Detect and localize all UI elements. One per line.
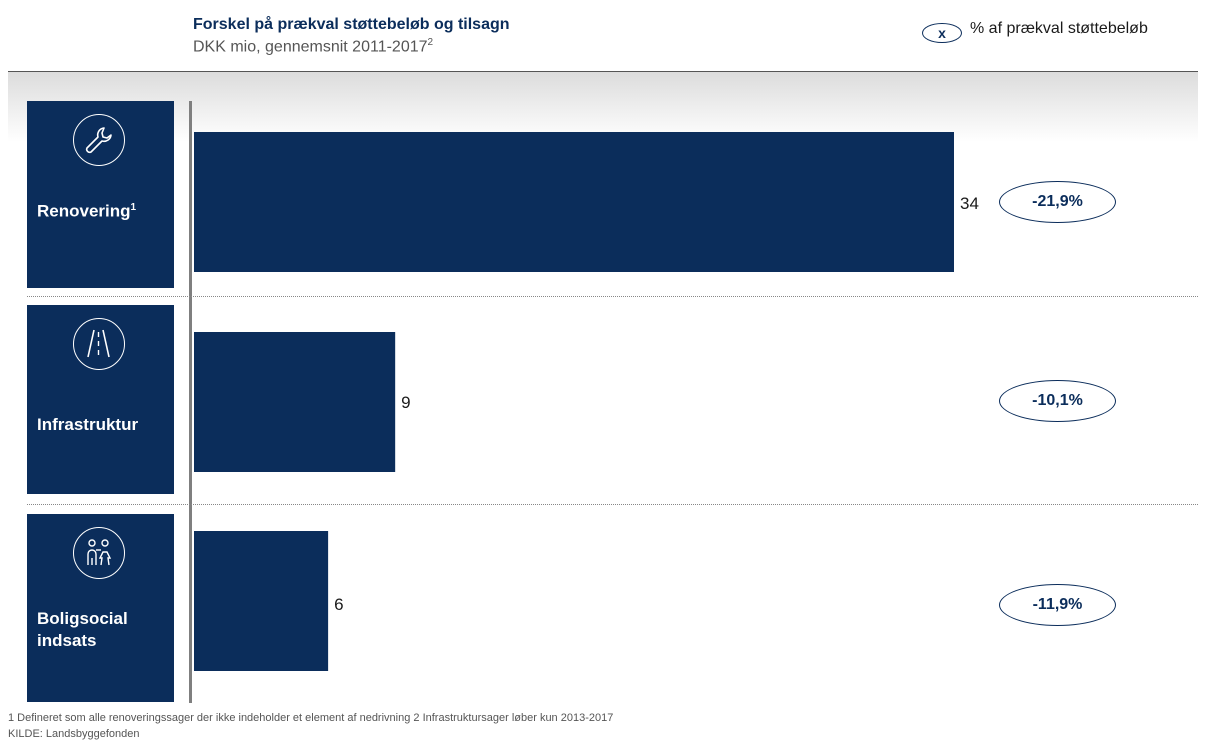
category-label-boligsocial: Boligsocial indsats xyxy=(37,609,128,650)
legend-text: % af prækval støttebeløb xyxy=(970,20,1148,37)
bar-infrastruktur xyxy=(194,332,396,472)
row-separator xyxy=(27,296,1198,297)
people-icon xyxy=(73,527,125,579)
footnote: 1 Defineret som alle renoveringssager de… xyxy=(8,712,614,724)
bar-value-label: 6 xyxy=(334,595,343,614)
bar-value-label: 34 xyxy=(960,194,979,213)
legend-marker: x xyxy=(922,23,962,43)
category-footnote-ref: 1 xyxy=(130,202,137,213)
percent-oval-renovering: -21,9% xyxy=(999,181,1116,223)
wrench-icon-graphic xyxy=(85,127,112,154)
wrench-icon xyxy=(73,114,125,166)
percent-oval-infrastruktur: -10,1% xyxy=(999,380,1116,422)
chart-title: Forskel på prækval støttebeløb og tilsag… xyxy=(193,16,510,33)
row-separator xyxy=(27,504,1198,505)
category-box-infrastruktur: Infrastruktur xyxy=(27,305,174,494)
category-label-renovering: Renovering1 xyxy=(37,197,136,223)
bar-value-label: 9 xyxy=(401,393,410,412)
road-icon-graphic xyxy=(87,329,110,358)
category-box-boligsocial: Boligsocial indsats xyxy=(27,514,174,702)
header-divider xyxy=(8,71,1198,72)
bar-renovering xyxy=(194,132,954,272)
header-gradient-band xyxy=(8,72,1198,142)
road-icon xyxy=(73,318,125,370)
category-label-infrastruktur: Infrastruktur xyxy=(37,415,139,434)
category-label-text: Renovering xyxy=(37,201,131,221)
source-note: KILDE: Landsbyggefonden xyxy=(8,728,140,740)
subtitle-text: DKK mio, gennemsnit 2011-2017 xyxy=(193,38,428,56)
category-box-renovering: Renovering1 xyxy=(27,101,174,288)
chart-subtitle: DKK mio, gennemsnit 2011-20172 xyxy=(193,37,433,56)
bar-boligsocial-indsats xyxy=(194,531,329,671)
people-icon-graphic xyxy=(87,539,112,566)
subtitle-footnote-ref: 2 xyxy=(427,37,434,48)
chart-axis xyxy=(189,101,192,703)
percent-oval-boligsocial: -11,9% xyxy=(999,584,1116,626)
